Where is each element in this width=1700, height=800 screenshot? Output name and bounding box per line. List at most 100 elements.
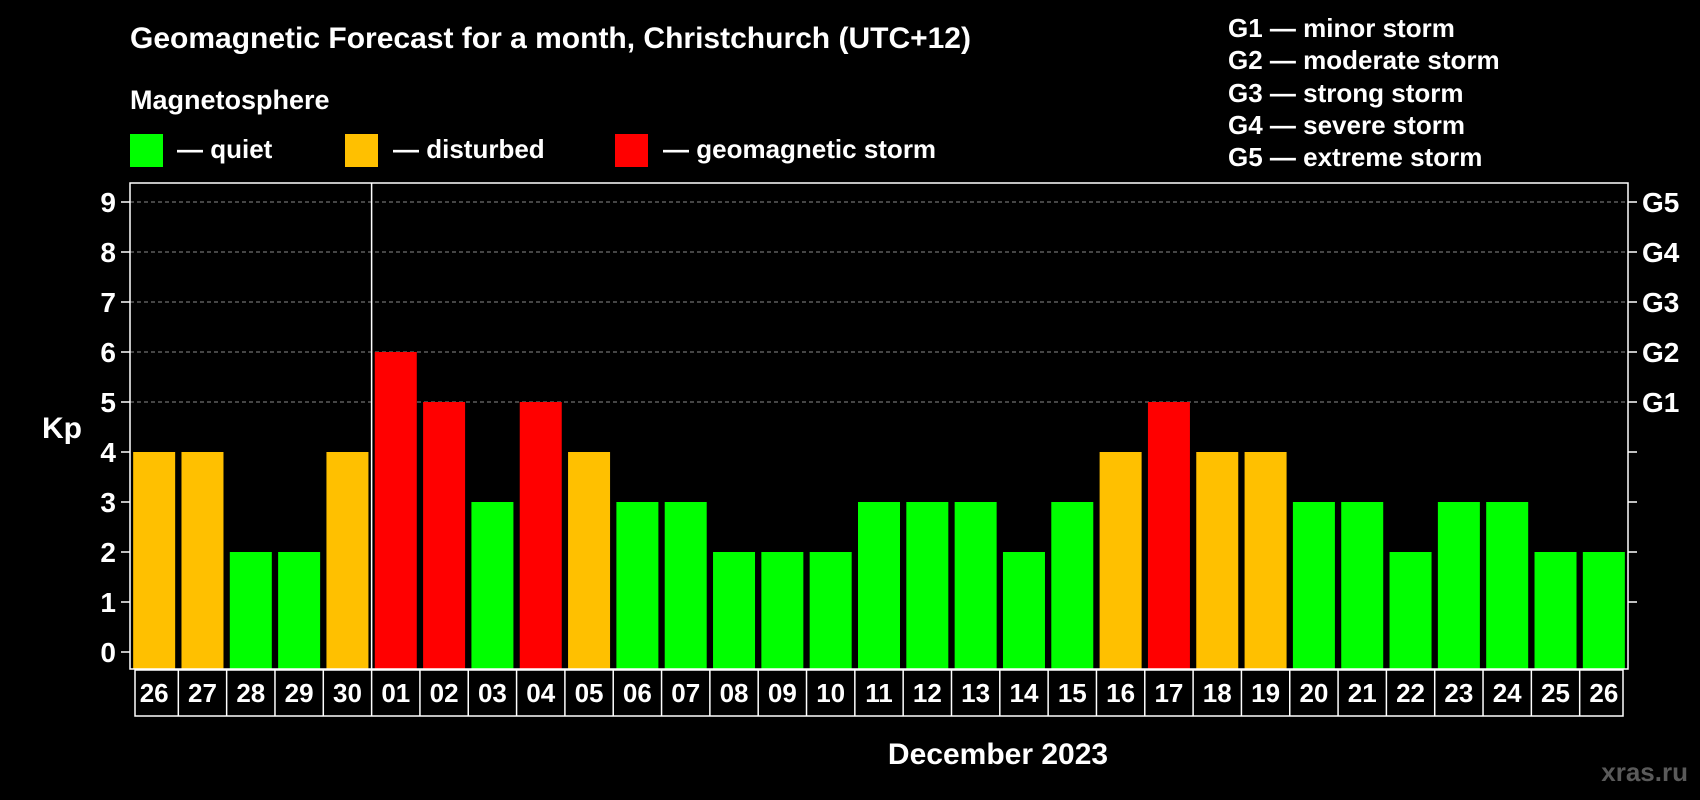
x-tick-label-17: 13 <box>961 678 990 708</box>
g-level-label-G1: G1 <box>1642 387 1679 418</box>
bar-22-day-18 <box>1196 452 1239 669</box>
x-tick-label-14: 10 <box>816 678 845 708</box>
bar-1-day-27 <box>181 452 224 669</box>
bar-10-day-06 <box>616 502 659 669</box>
bar-28-day-24 <box>1486 502 1529 669</box>
gridlines <box>130 201 1628 403</box>
x-tick-label-18: 14 <box>1010 678 1039 708</box>
x-tick-label-0: 26 <box>140 678 169 708</box>
x-tick-label-19: 15 <box>1058 678 1087 708</box>
bar-3-day-29 <box>278 552 321 669</box>
x-tick-label-16: 12 <box>913 678 942 708</box>
legend-swatch-storm <box>615 134 648 167</box>
bar-4-day-30 <box>326 452 369 669</box>
y-tick-label-2: 2 <box>100 537 116 568</box>
bar-15-day-11 <box>858 502 900 669</box>
x-tick-label-27: 23 <box>1444 678 1473 708</box>
x-tick-label-10: 06 <box>623 678 652 708</box>
legend-swatch-quiet <box>130 134 163 167</box>
x-tick-label-28: 24 <box>1493 678 1522 708</box>
x-tick-label-2: 28 <box>236 678 265 708</box>
storm-scale-legend: G1 — minor storm G2 — moderate storm G3 … <box>1228 13 1500 172</box>
x-tick-label-6: 02 <box>430 678 459 708</box>
bar-30-day-26 <box>1582 552 1625 669</box>
g-level-label-G2: G2 <box>1642 337 1679 368</box>
y-tick-label-0: 0 <box>100 637 116 668</box>
y-tick-label-4: 4 <box>100 437 116 468</box>
y-axis-right: G1 G2 G3 G4 G5 <box>1628 187 1680 603</box>
bar-6-day-02 <box>423 402 466 669</box>
bar-9-day-05 <box>568 452 611 669</box>
bar-29-day-25 <box>1534 552 1577 669</box>
bar-12-day-08 <box>713 552 756 669</box>
x-tick-label-22: 18 <box>1203 678 1232 708</box>
storm-scale-g5: G5 — extreme storm <box>1228 142 1482 172</box>
y-tick-label-5: 5 <box>100 387 116 418</box>
x-tick-label-21: 17 <box>1154 678 1183 708</box>
bar-8-day-04 <box>519 402 562 669</box>
bar-24-day-20 <box>1292 502 1335 669</box>
bars <box>133 352 1625 669</box>
storm-scale-g1: G1 — minor storm <box>1228 13 1455 43</box>
bar-19-day-15 <box>1051 502 1094 669</box>
x-tick-label-1: 27 <box>188 678 217 708</box>
x-tick-label-9: 05 <box>575 678 604 708</box>
x-axis-label: December 2023 <box>888 738 1108 771</box>
x-tick-label-20: 16 <box>1106 678 1135 708</box>
legend-label-quiet: — quiet <box>177 134 273 164</box>
legend-label-disturbed: — disturbed <box>393 134 545 164</box>
watermark: xras.ru <box>1601 757 1688 787</box>
y-axis-label: Kp <box>42 412 82 445</box>
x-tick-label-15: 11 <box>865 678 893 708</box>
x-axis-days: 26 27 28 29 30 01 02 03 04 05 06 07 08 09 10 11 12 13 14 15… <box>134 669 1624 717</box>
bar-14-day-10 <box>809 552 852 669</box>
x-tick-label-24: 20 <box>1299 678 1328 708</box>
x-tick-label-8: 04 <box>526 678 555 708</box>
x-tick-label-30: 26 <box>1589 678 1618 708</box>
x-tick-label-4: 30 <box>333 678 362 708</box>
bar-23-day-19 <box>1244 452 1287 669</box>
x-tick-label-11: 07 <box>671 678 700 708</box>
y-tick-label-1: 1 <box>100 587 116 618</box>
bar-5-day-01 <box>374 352 417 669</box>
x-tick-label-25: 21 <box>1348 678 1377 708</box>
bar-0-day-26 <box>133 452 176 669</box>
bar-27-day-23 <box>1437 502 1480 669</box>
bar-20-day-16 <box>1099 452 1142 669</box>
bar-16-day-12 <box>906 502 949 669</box>
y-axis-left: 0 1 2 3 4 5 6 7 8 9 <box>100 187 130 668</box>
bar-18-day-14 <box>1002 552 1045 669</box>
g-level-label-G4: G4 <box>1642 237 1680 268</box>
x-tick-label-5: 01 <box>381 678 410 708</box>
chart-title: Geomagnetic Forecast for a month, Christ… <box>130 22 971 55</box>
legend-title: Magnetosphere <box>130 85 330 115</box>
bar-11-day-07 <box>664 502 707 669</box>
storm-scale-g2: G2 — moderate storm <box>1228 45 1500 75</box>
legend-swatch-disturbed <box>345 134 378 167</box>
bar-13-day-09 <box>761 552 804 669</box>
x-tick-label-12: 08 <box>720 678 749 708</box>
storm-scale-g4: G4 — severe storm <box>1228 110 1465 140</box>
color-legend: — quiet — disturbed — geomagnetic storm <box>130 134 936 167</box>
plot-frame <box>129 182 1629 670</box>
x-tick-label-26: 22 <box>1396 678 1425 708</box>
y-tick-label-3: 3 <box>100 487 116 518</box>
x-tick-label-13: 09 <box>768 678 797 708</box>
bar-7-day-03 <box>471 502 514 669</box>
bar-25-day-21 <box>1341 502 1384 669</box>
bar-17-day-13 <box>954 502 997 669</box>
x-tick-label-7: 03 <box>478 678 507 708</box>
g-level-label-G3: G3 <box>1642 287 1679 318</box>
storm-scale-g3: G3 — strong storm <box>1228 78 1463 108</box>
bar-2-day-28 <box>229 552 272 669</box>
y-tick-label-7: 7 <box>100 287 116 318</box>
x-tick-label-23: 19 <box>1251 678 1280 708</box>
g-level-label-G5: G5 <box>1642 187 1679 218</box>
bar-21-day-17 <box>1147 402 1190 669</box>
y-tick-label-9: 9 <box>100 187 116 218</box>
bar-26-day-22 <box>1389 552 1432 669</box>
legend-label-storm: — geomagnetic storm <box>663 134 936 164</box>
y-tick-label-8: 8 <box>100 237 116 268</box>
day-axis-frame <box>134 669 1624 717</box>
